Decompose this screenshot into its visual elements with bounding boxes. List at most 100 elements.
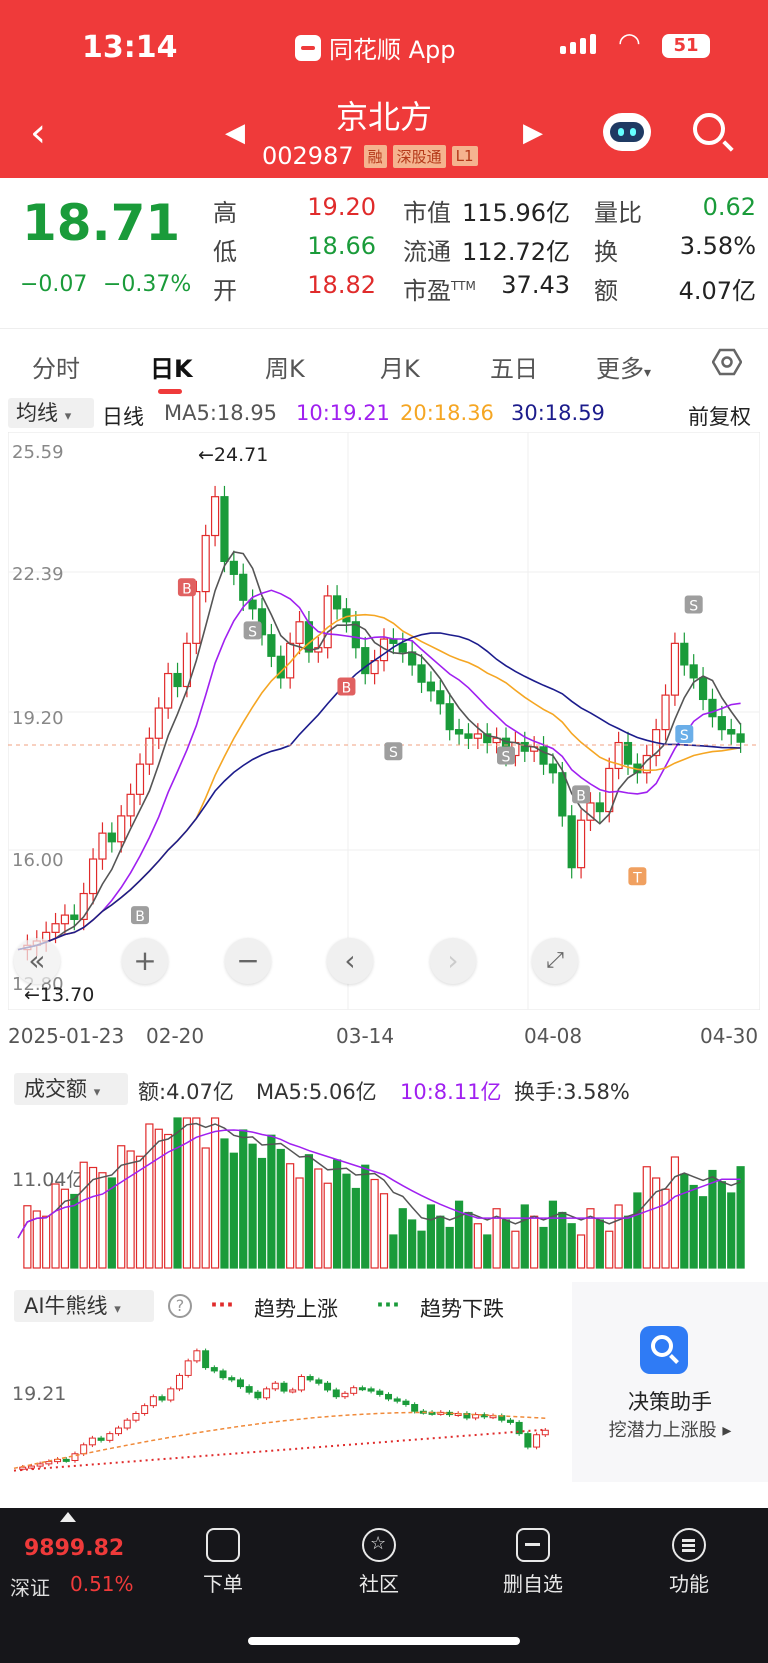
expand-up-icon[interactable]: [60, 1512, 76, 1522]
price-change-pct: −0.37%: [103, 272, 192, 297]
decision-assistant-card[interactable]: 决策助手 挖潜力上涨股 ▸: [572, 1282, 768, 1482]
volume-bar: [736, 1166, 745, 1269]
signal-badge: [628, 867, 647, 886]
turnover-value: 3.58%: [679, 232, 756, 260]
volume-bar: [445, 1226, 454, 1269]
candle-body: [680, 642, 689, 666]
kline-chart[interactable]: 25.59 22.39 19.20 16.00 12.80 ←24.71 ←13…: [8, 432, 760, 1010]
ai-candle-body: [210, 1367, 218, 1372]
status-time: 13:14: [82, 30, 178, 65]
ai-candle-body: [123, 1419, 131, 1429]
candle-body: [173, 672, 182, 688]
ai-candle-body: [297, 1376, 305, 1391]
price-change: −0.07: [20, 272, 88, 297]
index-value[interactable]: 9899.82: [24, 1536, 125, 1561]
date-label-2: 02-20: [146, 1024, 205, 1048]
volume-chart[interactable]: 11.04亿: [8, 1110, 760, 1270]
prev-stock-button[interactable]: ◀: [225, 118, 245, 148]
float-label: 流通: [403, 238, 451, 266]
ai-bull-line: [13, 1428, 546, 1472]
caret-down-icon: ▾: [64, 409, 72, 424]
community-button[interactable]: ☆ 社区: [334, 1528, 424, 1597]
back-button[interactable]: ‹: [30, 110, 46, 156]
stock-name: 京北方: [335, 98, 432, 136]
move-right-button[interactable]: ›: [430, 938, 476, 984]
tab-weekly-k[interactable]: 周K: [265, 355, 305, 383]
signal-badge-text: B: [342, 680, 352, 696]
ai-candle-body: [472, 1414, 480, 1419]
move-left-button[interactable]: ‹: [327, 938, 373, 984]
tab-intraday[interactable]: 分时: [32, 355, 80, 383]
ma30-value: 30:18.59: [511, 401, 605, 425]
fullscreen-button[interactable]: ⤢: [532, 938, 578, 984]
ma-select[interactable]: 均线 ▾: [8, 398, 94, 428]
ai-bull-bear-chart[interactable]: 19.21: [8, 1326, 572, 1486]
ai-y-label: 19.21: [12, 1383, 66, 1405]
settings-hexagon-icon[interactable]: [712, 347, 742, 377]
trend-down-label: 趋势下跌: [420, 1297, 504, 1321]
tab-monthly-k[interactable]: 月K: [380, 355, 420, 383]
volume-ma5: MA5:5.06亿: [256, 1080, 377, 1104]
app-indicator: 同花顺 App: [295, 30, 456, 65]
volume-bar: [70, 1193, 79, 1269]
volume-bar: [164, 1133, 173, 1269]
remove-watchlist-button[interactable]: 删自选: [488, 1528, 578, 1597]
candle-body: [182, 642, 192, 688]
open-value: 18.82: [307, 271, 376, 299]
index-name: 深证: [10, 1576, 50, 1600]
quote-panel: [0, 178, 768, 318]
signal-badge: [337, 677, 356, 696]
scroll-left-button[interactable]: «: [14, 938, 60, 984]
tab-more[interactable]: 更多▾: [596, 355, 652, 383]
ai-candle-body: [97, 1437, 105, 1441]
next-stock-button[interactable]: ▶: [523, 118, 543, 148]
volume-bar: [126, 1150, 135, 1269]
candle-body: [483, 733, 492, 744]
volume-bar: [408, 1219, 417, 1269]
adjust-mode[interactable]: 前复权: [688, 405, 751, 429]
volume-bar: [295, 1177, 304, 1269]
volume-bar: [605, 1230, 614, 1269]
volume-bar: [426, 1204, 436, 1269]
ai-candle-body: [541, 1429, 549, 1436]
volume-bar: [248, 1143, 257, 1269]
decision-title: 决策助手: [628, 1390, 712, 1414]
candle-body: [88, 858, 98, 895]
tag-level: L1: [451, 146, 478, 166]
ai-candle-body: [524, 1433, 532, 1448]
ai-indicator-select[interactable]: AI牛熊线 ▾: [14, 1290, 154, 1322]
functions-button[interactable]: 功能: [644, 1528, 734, 1597]
order-button[interactable]: 下单: [178, 1528, 268, 1597]
candle-body: [670, 642, 680, 696]
ai-candle-body: [27, 1465, 35, 1469]
ai-candle-body: [80, 1444, 88, 1455]
volume-select[interactable]: 成交额 ▾: [14, 1073, 128, 1105]
mktcap-label: 市值: [403, 199, 451, 227]
candle-body: [276, 655, 285, 679]
robot-assistant-icon[interactable]: [603, 113, 651, 151]
volume-bar: [220, 1138, 229, 1269]
volume-bar: [107, 1177, 116, 1269]
order-doc-icon: [206, 1528, 240, 1562]
stock-code-row: 002987 融 深股通 L1: [262, 142, 478, 170]
volume-bar: [558, 1211, 567, 1269]
ai-candle-body: [402, 1400, 410, 1406]
search-icon[interactable]: [693, 113, 725, 145]
high-label: 高: [213, 199, 237, 227]
volume-bar: [210, 1117, 220, 1269]
candle-body: [567, 815, 576, 869]
ai-trend-line: [13, 1411, 546, 1470]
zoom-in-button[interactable]: +: [122, 938, 168, 984]
volume-amount: 额:4.07亿: [138, 1080, 234, 1104]
volume-bar: [145, 1123, 154, 1269]
candle-body: [464, 733, 473, 739]
tab-five-day[interactable]: 五日: [490, 355, 538, 383]
ma20-line: [17, 613, 741, 951]
ai-candle-body: [193, 1350, 201, 1362]
signal-badge: [675, 724, 694, 743]
volume-bar: [623, 1215, 633, 1269]
zoom-out-button[interactable]: −: [225, 938, 271, 984]
help-icon[interactable]: ?: [168, 1294, 192, 1318]
volume-bar: [276, 1148, 285, 1269]
tab-daily-k[interactable]: 日K: [150, 355, 193, 383]
